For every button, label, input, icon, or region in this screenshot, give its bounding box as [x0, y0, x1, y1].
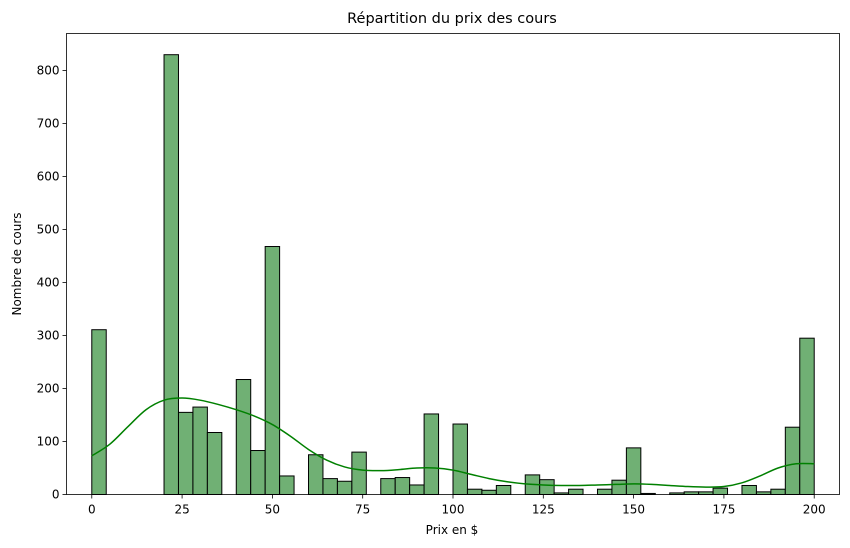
histogram-bar [409, 484, 425, 495]
histogram-bar [770, 488, 786, 495]
x-axis-ticks: 0 25 50 75 100 125 150 175 200 [88, 494, 826, 517]
y-tick-label: 400 [37, 276, 60, 290]
histogram-bar [466, 488, 483, 495]
x-tick-label: 25 [174, 503, 189, 517]
histogram-bar [611, 479, 627, 496]
x-tick-label: 175 [712, 503, 735, 517]
histogram-bar [192, 406, 208, 496]
histogram-bar [206, 432, 223, 495]
histogram-bar [351, 451, 367, 495]
histogram-bar [322, 478, 338, 496]
histogram-bar [163, 54, 179, 495]
x-tick-label: 125 [532, 503, 555, 517]
histogram-bar [423, 413, 440, 495]
x-axis-label: Prix en $ [426, 523, 479, 537]
histogram-bar [177, 411, 194, 496]
y-tick-label: 0 [52, 488, 60, 502]
kde-line [91, 397, 815, 488]
histogram-bar [625, 447, 642, 496]
chart-title: Répartition du prix des cours [347, 11, 557, 27]
y-tick-label: 800 [37, 64, 60, 78]
x-tick-label: 50 [265, 503, 280, 517]
y-tick-label: 600 [37, 170, 60, 184]
histogram-bar [568, 488, 584, 495]
histogram-bar [784, 426, 801, 495]
y-tick-label: 100 [37, 435, 60, 449]
histogram-bar [308, 454, 324, 495]
y-tick-label: 700 [37, 117, 60, 131]
histogram-bar [712, 487, 729, 496]
histogram-bar [481, 489, 497, 496]
histogram-bar [91, 329, 107, 495]
histogram-bar [380, 478, 396, 496]
histogram-bar [799, 337, 815, 495]
histogram-bar [741, 484, 757, 495]
histogram-bar [452, 423, 468, 496]
histogram-bar [495, 484, 512, 495]
x-tick-label: 200 [803, 503, 826, 517]
histogram-bar [394, 477, 411, 495]
histogram-bar [279, 475, 295, 495]
histogram-bar [235, 379, 252, 496]
x-tick-label: 100 [442, 503, 465, 517]
y-axis-ticks: 0 100 200 300 400 500 600 700 800 [37, 64, 67, 502]
x-tick-label: 150 [622, 503, 645, 517]
y-axis-label: Nombre de cours [10, 212, 24, 315]
x-tick-label: 0 [88, 503, 96, 517]
histogram-bar [250, 450, 266, 495]
histogram-bar [596, 488, 613, 495]
histogram-bar [264, 246, 281, 495]
histogram-bar [336, 480, 353, 495]
histogram-bars [91, 54, 815, 496]
histogram-bar [539, 479, 555, 495]
y-tick-label: 300 [37, 329, 60, 343]
y-tick-label: 500 [37, 223, 60, 237]
x-tick-label: 75 [355, 503, 370, 517]
y-tick-label: 200 [37, 382, 60, 396]
